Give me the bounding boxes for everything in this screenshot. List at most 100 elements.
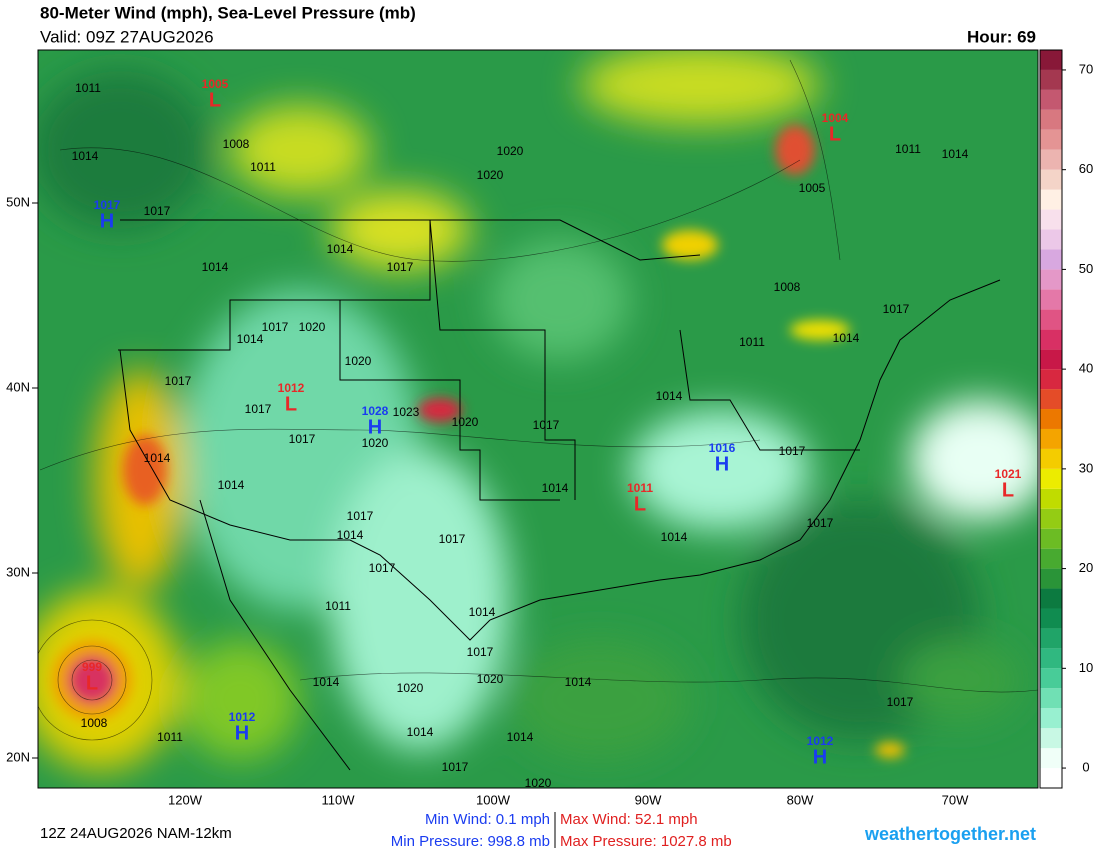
center-symbol: L: [634, 493, 646, 515]
center-symbol: H: [100, 210, 114, 232]
isobar-label: 1017: [144, 204, 171, 218]
center-pressure: 1017: [94, 198, 121, 212]
max-pressure: Max Pressure: 1027.8 mb: [560, 833, 732, 850]
isobar-label: 1014: [237, 332, 264, 346]
isobar-label: 1020: [477, 672, 504, 686]
isobar-label: 1014: [337, 528, 364, 542]
colorbar-segment: [1040, 50, 1062, 70]
map-frame: [37, 49, 1039, 789]
colorbar-segment: [1040, 668, 1062, 689]
colorbar-tick-label: 10: [1079, 660, 1093, 675]
isobars: [38, 59, 1038, 741]
isobar-label: 1020: [452, 415, 479, 429]
colorbar-segment: [1040, 189, 1062, 210]
lat-label: 50N: [6, 194, 30, 209]
colorbar-segment: [1040, 728, 1062, 749]
colorbar-segment: [1040, 169, 1062, 190]
center-symbol: H: [813, 746, 827, 768]
center-pressure: 999: [82, 660, 102, 674]
colorbar-segment: [1040, 528, 1062, 549]
isobar-label: 1020: [397, 681, 424, 695]
isobar-label: 1017: [387, 260, 414, 274]
colorbar-segment: [1040, 69, 1062, 90]
colorbar-segment: [1040, 628, 1062, 649]
isobar-label: 1020: [477, 168, 504, 182]
isobar-label: 1014: [313, 675, 340, 689]
isobar-label: 1017: [165, 374, 192, 388]
colorbar-segment: [1040, 608, 1062, 629]
colorbar-segment: [1040, 369, 1062, 390]
center-symbol: L: [1002, 479, 1014, 501]
isobar-label: 1014: [542, 481, 569, 495]
colorbar-segment: [1040, 349, 1062, 370]
isobar-label: 1017: [883, 302, 910, 316]
colorbar-segment: [1040, 409, 1062, 429]
colorbar-outline: [1039, 49, 1063, 789]
min-pressure: Min Pressure: 998.8 mb: [391, 833, 550, 850]
colorbar-segment: [1040, 329, 1062, 350]
lon-label: 120W: [168, 792, 203, 807]
isobar-label: 1014: [144, 451, 171, 465]
isobar-label: 1011: [325, 599, 351, 613]
isobar-label: 1020: [345, 354, 372, 368]
valid-time: Valid: 09Z 27AUG2026: [40, 27, 214, 46]
colorbar-segment: [1040, 448, 1062, 469]
isobar-label: 1023: [393, 405, 420, 419]
center-pressure: 1012: [807, 734, 834, 748]
isobar-label: 1008: [774, 280, 801, 294]
isobar-label: 1020: [525, 776, 552, 790]
isobar-label: 1017: [245, 402, 272, 416]
colorbar-segment: [1040, 768, 1062, 788]
model-run: 12Z 24AUG2026 NAM-12km: [40, 825, 232, 842]
colorbar-tick-label: 60: [1079, 161, 1093, 176]
colorbar-segment: [1040, 229, 1062, 250]
isobar-label: 1014: [833, 331, 860, 345]
wind-maxima: [52, 125, 905, 758]
isobar-label: 1011: [739, 335, 765, 349]
isobar-label: 1020: [497, 144, 524, 158]
isobar-label: 1014: [72, 149, 99, 163]
center-pressure: 1004: [822, 111, 849, 125]
colorbar-segment: [1040, 289, 1062, 310]
title: 80-Meter Wind (mph), Sea-Level Pressure …: [40, 3, 416, 22]
lon-label: 80W: [787, 792, 814, 807]
lat-label: 40N: [6, 379, 30, 394]
center-symbol: L: [285, 393, 297, 415]
colorbar-segment: [1040, 149, 1062, 170]
colorbar-segment: [1040, 488, 1062, 509]
center-symbol: L: [829, 123, 841, 145]
colorbar-segment: [1040, 389, 1062, 410]
isobar-label: 1014: [202, 260, 229, 274]
colorbar-segment: [1040, 109, 1062, 130]
colorbar-segment: [1040, 508, 1062, 529]
boundaries: [118, 219, 1001, 771]
colorbar-segment: [1040, 129, 1062, 150]
lat-label: 30N: [6, 564, 30, 579]
colorbar-segment: [1040, 468, 1062, 489]
colorbar-segment: [1040, 309, 1062, 330]
lon-label: 70W: [942, 792, 969, 807]
colorbar-tick-label: 30: [1079, 460, 1093, 475]
isobar-label: 1014: [469, 605, 496, 619]
colorbar-segment: [1040, 648, 1062, 669]
center-pressure: 1028: [362, 404, 389, 418]
colorbar-segment: [1040, 748, 1062, 769]
isobar-label: 1008: [81, 716, 108, 730]
isobar-label: 1017: [347, 509, 374, 523]
isobar-label: 1017: [533, 418, 560, 432]
colorbar-segment: [1040, 548, 1062, 569]
isobar-label: 1017: [369, 561, 396, 575]
isobar-label: 1011: [75, 81, 101, 95]
isobar-label: 1008: [223, 137, 250, 151]
center-pressure: 1011: [627, 481, 653, 495]
isobar-label: 1014: [942, 147, 969, 161]
forecast-hour: Hour: 69: [967, 27, 1036, 46]
isobar-label: 1017: [439, 532, 466, 546]
isobar-label: 1017: [887, 695, 914, 709]
colorbar-segment: [1040, 89, 1062, 110]
isobar-label: 1014: [327, 242, 354, 256]
colorbar-segment: [1040, 568, 1062, 589]
center-symbol: L: [209, 89, 221, 111]
isobar-label: 1005: [799, 181, 826, 195]
